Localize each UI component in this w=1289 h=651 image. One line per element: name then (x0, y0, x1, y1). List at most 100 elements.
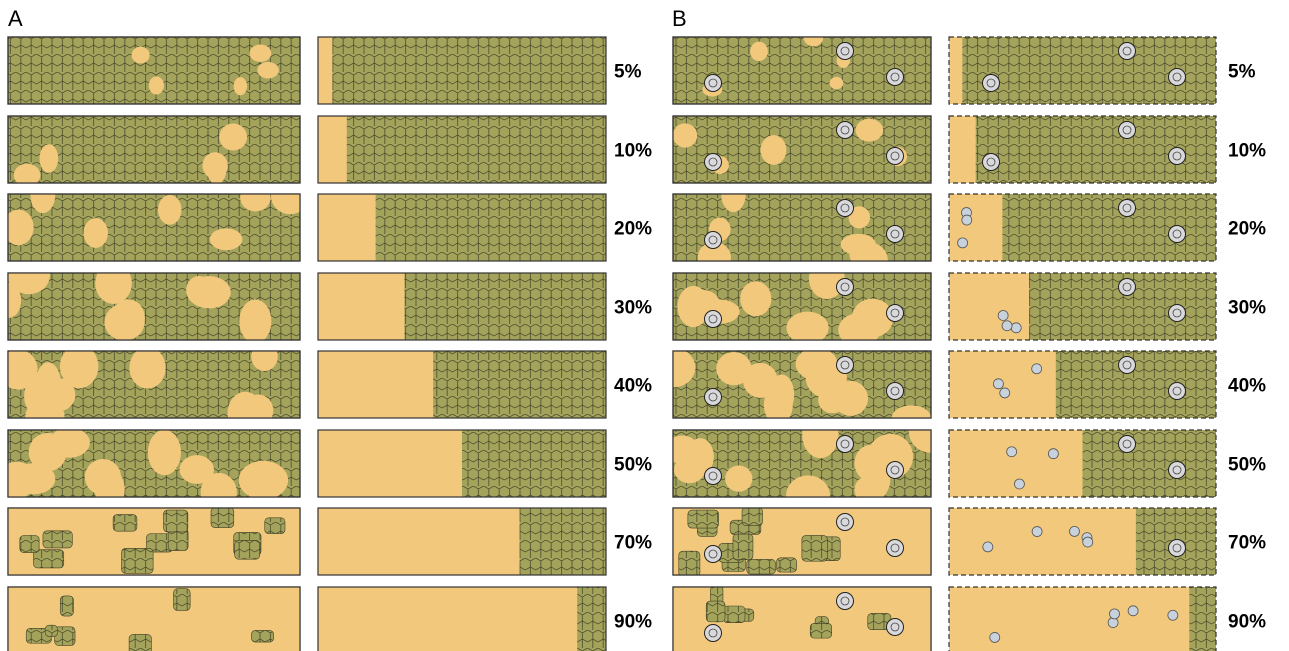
open-patches (673, 430, 931, 497)
dispersed-landscape (7, 507, 301, 576)
dot-icon (1031, 363, 1043, 375)
open-area-bar (318, 37, 333, 104)
crater-icon (886, 382, 904, 400)
row-20pct: 20% (672, 193, 1266, 262)
percent-label: 5% (1228, 62, 1256, 83)
crater-icon (704, 153, 722, 171)
row-50pct: 50% (7, 429, 652, 498)
dot-icon (1010, 322, 1022, 334)
dispersed-landscape (7, 36, 301, 105)
ordered-landscape (948, 507, 1217, 576)
percent-label: 40% (614, 376, 652, 397)
crater-icon (836, 42, 854, 60)
crater-icon (836, 513, 854, 531)
percent-label: 70% (1228, 533, 1266, 554)
ordered-landscape (317, 507, 607, 576)
crater-icon (886, 147, 904, 165)
row-90pct: 90% (7, 586, 652, 651)
crater-icon (836, 592, 854, 610)
panel-a: 5% 10% 20% 30% 40% 50% 70% 90% (7, 36, 652, 651)
row-10pct: 10% (7, 115, 652, 184)
open-area-bar (318, 430, 462, 497)
ordered-landscape (948, 36, 1217, 105)
crater-icon (704, 310, 722, 328)
dispersed-landscape (7, 350, 301, 419)
row-90pct: 90% (672, 586, 1266, 651)
crater-icon (704, 388, 722, 406)
dispersed-landscape (672, 193, 932, 262)
dot-icon (1001, 320, 1013, 332)
open-patches (8, 273, 272, 340)
dot-icon (961, 214, 973, 226)
crater-icon (1168, 68, 1186, 86)
dot-icon (1109, 608, 1120, 620)
crater-icon (886, 461, 904, 479)
open-patches (673, 118, 907, 175)
ordered-landscape (317, 586, 607, 651)
open-patches (673, 508, 931, 575)
dot-icon (1047, 448, 1059, 460)
ordered-landscape (317, 272, 607, 341)
panel-letter-b: B (672, 6, 687, 31)
open-patches (8, 351, 278, 418)
open-area-bar (318, 194, 376, 261)
crater-icon (982, 153, 1000, 171)
crater-icon (1118, 356, 1136, 374)
dispersed-landscape (7, 272, 301, 341)
percent-label: 40% (1228, 376, 1266, 397)
open-area-bar (318, 116, 347, 183)
crater-icon (704, 545, 722, 563)
row-70pct: 70% (7, 507, 652, 576)
crater-icon (886, 539, 904, 557)
crater-icon (886, 304, 904, 322)
open-patches (13, 123, 248, 183)
open-area-bar (949, 37, 963, 104)
dispersed-landscape (672, 272, 932, 341)
ordered-landscape (948, 586, 1217, 651)
crater-icon (704, 74, 722, 92)
dot-icon (1014, 478, 1025, 490)
panel-letter-a: A (8, 6, 23, 31)
dispersed-landscape (7, 586, 301, 651)
open-area-bar (949, 116, 976, 183)
ordered-landscape (948, 115, 1217, 184)
percent-label: 90% (1228, 612, 1266, 633)
crater-icon (1168, 461, 1186, 479)
percent-label: 90% (614, 612, 652, 633)
dot-icon (1127, 605, 1139, 617)
percent-label: 70% (614, 533, 652, 554)
ordered-landscape (948, 350, 1217, 419)
dot-icon (1167, 609, 1179, 621)
dispersed-landscape (672, 36, 932, 105)
crater-icon (1118, 121, 1136, 139)
crater-icon (704, 624, 722, 642)
percent-label: 10% (1228, 141, 1266, 162)
open-area-bar (949, 587, 1190, 651)
crater-icon (1118, 278, 1136, 296)
dispersed-landscape (672, 507, 932, 576)
crater-icon (704, 467, 722, 485)
dot-icon (993, 378, 1004, 390)
dot-icon (1006, 446, 1018, 458)
dispersed-landscape (7, 193, 301, 262)
open-area-bar (318, 587, 578, 651)
ordered-landscape (317, 115, 607, 184)
dispersed-landscape (672, 586, 932, 651)
dispersed-landscape (7, 429, 301, 498)
crater-icon (1168, 539, 1186, 557)
row-20pct: 20% (7, 193, 652, 262)
dot-icon (982, 541, 994, 553)
crater-icon (886, 618, 904, 636)
crater-icon (982, 74, 1000, 92)
ordered-landscape (317, 429, 607, 498)
panel-b: 5% 10% 20% 30% 40% 50% 70% 90% (672, 36, 1266, 651)
crater-icon (836, 199, 854, 217)
percent-label: 20% (1228, 219, 1266, 240)
open-patches (131, 44, 279, 96)
open-area-bar (318, 273, 405, 340)
crater-icon (886, 225, 904, 243)
row-10pct: 10% (672, 115, 1266, 184)
open-patches (8, 194, 300, 251)
crater-icon (1118, 199, 1136, 217)
